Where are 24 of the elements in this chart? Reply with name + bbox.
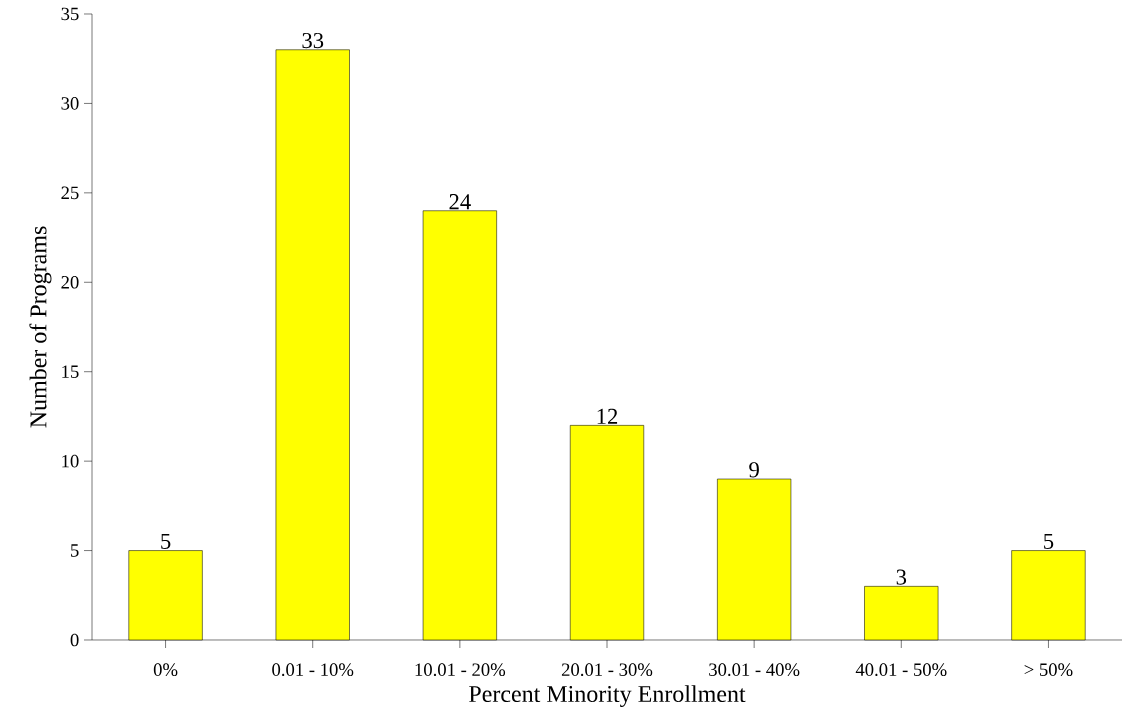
y-tick-label: 0 [70, 633, 79, 647]
x-tick-label: 0.01 - 10% [272, 663, 354, 677]
x-tick-label: 40.01 - 50% [855, 663, 947, 677]
data-label: 3 [896, 569, 907, 585]
x-tick-label: 10.01 - 20% [415, 663, 506, 677]
y-axis-title: Number of Programs [29, 226, 52, 428]
x-tick-label: 20.01 - 30% [561, 663, 653, 677]
y-tick-label: 20 [61, 275, 79, 289]
data-label: 9 [749, 462, 759, 478]
data-label: 5 [1044, 533, 1054, 549]
x-axis-title: Percent Minority Enrollment [469, 685, 746, 708]
data-label: 33 [302, 32, 324, 49]
data-label: 12 [597, 408, 618, 424]
y-tick-label: 30 [61, 97, 79, 110]
x-tick-label: 0% [153, 663, 178, 677]
data-label: 24 [449, 194, 471, 210]
x-tick-label: 30.01 - 40% [709, 663, 800, 677]
y-tick-label: 35 [61, 7, 79, 21]
y-tick-label: 15 [62, 365, 79, 378]
y-tick-label: 10 [62, 454, 79, 468]
x-tick-label: > 50% [1024, 663, 1073, 677]
y-tick-label: 25 [61, 186, 79, 200]
y-tick-label: 5 [71, 544, 79, 557]
data-label: 5 [161, 533, 171, 549]
